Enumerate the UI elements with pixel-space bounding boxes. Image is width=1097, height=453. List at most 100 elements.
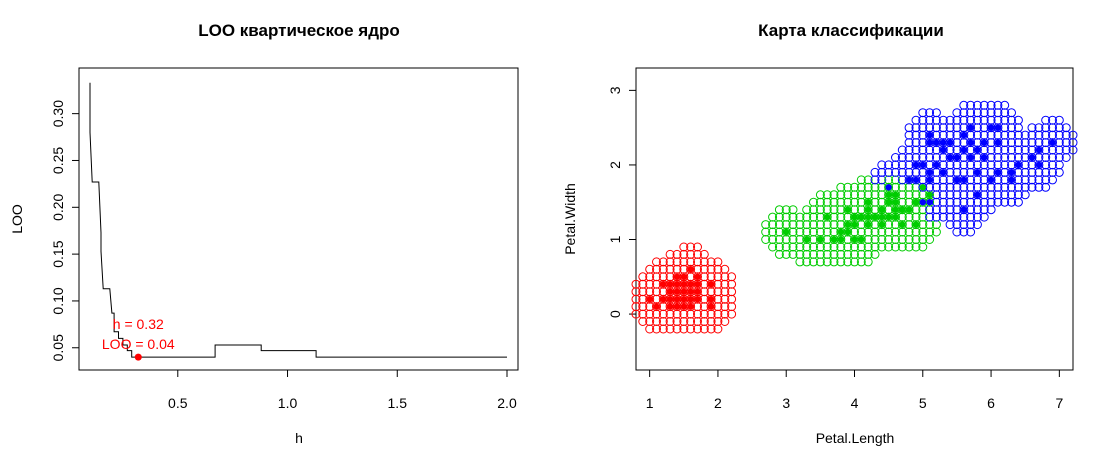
- grid-circle-virginica: [1000, 108, 1010, 118]
- point-versicolor: [837, 228, 844, 236]
- point-setosa: [694, 288, 701, 295]
- grid-circle-versicolor: [897, 182, 907, 192]
- point-versicolor: [851, 221, 858, 228]
- grid-circle-virginica: [993, 145, 1003, 155]
- point-virginica: [974, 191, 981, 198]
- grid-circle-versicolor: [768, 227, 778, 237]
- grid-circle-versicolor: [829, 249, 839, 259]
- point-versicolor: [912, 199, 920, 206]
- grid-circle-virginica: [1007, 182, 1016, 192]
- grid-circle-versicolor: [931, 227, 941, 237]
- grid-circle-virginica: [1020, 130, 1030, 140]
- loo-x-tick-label: 1.5: [388, 395, 408, 411]
- grid-circle-versicolor: [891, 227, 900, 237]
- point-virginica: [933, 139, 940, 146]
- grid-circle-versicolor: [795, 227, 805, 237]
- grid-circle-virginica: [986, 160, 996, 170]
- grid-circle-versicolor: [856, 227, 866, 237]
- grid-circle-virginica: [959, 145, 969, 155]
- grid-circle-versicolor: [781, 227, 791, 237]
- grid-circle-virginica: [938, 212, 948, 222]
- point-setosa: [653, 303, 660, 310]
- loo-y-tick-label: 0.30: [50, 100, 66, 127]
- grid-circle-setosa: [645, 317, 655, 326]
- grid-circle-virginica: [1054, 130, 1064, 140]
- point-virginica: [1035, 161, 1043, 169]
- point-virginica: [960, 206, 967, 213]
- grid-circle-virginica: [1020, 145, 1030, 155]
- point-virginica: [960, 176, 967, 184]
- grid-circle-versicolor: [843, 249, 853, 259]
- grid-circle-virginica: [952, 182, 962, 192]
- grid-circle-versicolor: [863, 227, 873, 237]
- grid-circle-virginica: [972, 100, 982, 110]
- grid-circle-virginica: [966, 227, 976, 237]
- grid-circle-virginica: [918, 145, 928, 155]
- point-versicolor: [885, 213, 892, 221]
- point-versicolor: [892, 199, 899, 206]
- grid-circle-versicolor: [822, 190, 832, 200]
- grid-circle-virginica: [1013, 197, 1023, 207]
- grid-circle-setosa: [686, 264, 696, 274]
- grid-circle-versicolor: [836, 182, 846, 192]
- grid-circle-setosa: [699, 249, 709, 259]
- grid-circle-setosa: [706, 264, 716, 274]
- classification-x-tick-label: 4: [851, 395, 859, 411]
- point-virginica: [940, 169, 947, 176]
- grid-circle-setosa: [693, 317, 702, 326]
- grid-circle-setosa: [631, 302, 641, 312]
- grid-circle-virginica: [1048, 130, 1057, 140]
- point-virginica: [960, 146, 967, 154]
- grid-circle-setosa: [665, 264, 675, 274]
- grid-circle-virginica: [966, 100, 976, 110]
- grid-circle-setosa: [672, 264, 682, 274]
- grid-circle-virginica: [1020, 182, 1030, 192]
- point-virginica: [967, 124, 974, 131]
- point-setosa: [694, 281, 701, 288]
- point-virginica: [953, 154, 961, 161]
- grid-circle-versicolor: [809, 212, 818, 222]
- grid-circle-virginica: [945, 197, 955, 207]
- point-setosa: [666, 288, 674, 295]
- grid-circle-setosa: [720, 302, 730, 312]
- grid-circle-setosa: [720, 279, 730, 289]
- point-virginica: [926, 169, 933, 176]
- grid-circle-setosa: [652, 257, 661, 267]
- grid-circle-setosa: [713, 257, 723, 267]
- grid-circle-virginica: [972, 130, 982, 140]
- classification-y-axis-label: Petal.Width: [562, 183, 578, 255]
- grid-circle-virginica: [959, 108, 969, 118]
- grid-circle-versicolor: [795, 249, 805, 259]
- grid-circle-virginica: [972, 160, 982, 170]
- grid-circle-versicolor: [809, 227, 818, 237]
- grid-circle-virginica: [966, 212, 976, 222]
- point-setosa: [666, 296, 674, 303]
- grid-circle-versicolor: [829, 197, 839, 207]
- grid-circle-setosa: [672, 317, 682, 326]
- point-virginica: [926, 131, 933, 139]
- grid-circle-versicolor: [843, 197, 853, 207]
- point-versicolor: [905, 206, 913, 213]
- grid-circle-setosa: [679, 249, 689, 259]
- point-versicolor: [844, 228, 851, 236]
- grid-circle-setosa: [706, 257, 716, 267]
- point-virginica: [926, 176, 933, 184]
- classification-x-tick-label: 6: [987, 395, 995, 411]
- grid-circle-virginica: [993, 182, 1003, 192]
- grid-circle-setosa: [658, 264, 668, 274]
- grid-circle-virginica: [891, 153, 900, 162]
- grid-circle-virginica: [911, 115, 921, 125]
- grid-circle-versicolor: [843, 182, 853, 192]
- point-versicolor: [865, 221, 872, 228]
- grid-circle-virginica: [986, 182, 996, 192]
- classification-y-tick-label: 2: [607, 161, 623, 169]
- point-versicolor: [878, 206, 885, 213]
- point-virginica: [1015, 161, 1022, 169]
- classification-x-tick-label: 3: [782, 395, 790, 411]
- point-virginica: [905, 176, 913, 184]
- grid-circle-virginica: [1000, 130, 1010, 140]
- point-setosa: [673, 273, 681, 280]
- point-virginica: [1035, 146, 1043, 154]
- loo-y-axis-label: LOO: [9, 204, 25, 234]
- grid-circle-setosa: [727, 272, 737, 282]
